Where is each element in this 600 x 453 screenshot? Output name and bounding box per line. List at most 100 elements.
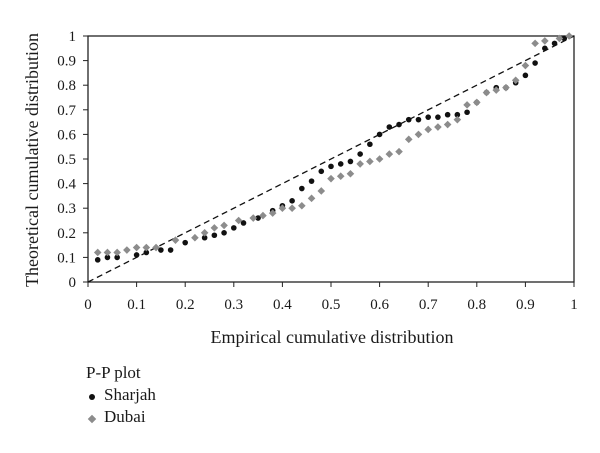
y-tick-label: 0.3: [57, 201, 76, 217]
point-sharjah: [308, 178, 315, 184]
point-dubai: [307, 194, 316, 203]
legend-item-sharjah: Sharjah: [86, 384, 156, 406]
point-sharjah: [240, 220, 247, 226]
point-dubai: [268, 209, 277, 217]
point-dubai: [113, 248, 121, 257]
point-dubai: [298, 201, 306, 210]
point-dubai: [541, 37, 549, 45]
point-sharjah: [551, 40, 558, 47]
point-dubai: [443, 120, 452, 129]
point-dubai: [502, 83, 510, 92]
legend-item-dubai: Dubai: [86, 406, 156, 428]
point-sharjah: [201, 234, 208, 241]
y-tick-label: 0: [69, 275, 77, 291]
x-tick-label: 0.8: [467, 297, 486, 313]
x-tick-label: 0.7: [419, 297, 438, 313]
point-sharjah: [104, 254, 111, 261]
point-dubai: [375, 155, 384, 163]
point-sharjah: [532, 60, 538, 66]
x-axis-title: Empirical cumulative distribution: [211, 327, 454, 347]
point-dubai: [336, 172, 345, 181]
point-dubai: [191, 233, 199, 242]
point-dubai: [200, 229, 209, 237]
point-dubai: [259, 211, 267, 220]
y-tick-label: 1: [69, 29, 77, 45]
point-sharjah: [357, 151, 363, 157]
point-dubai: [453, 115, 462, 124]
point-dubai: [463, 101, 471, 109]
point-sharjah: [182, 239, 188, 246]
point-sharjah: [328, 163, 334, 170]
x-tick-label: 1: [570, 297, 578, 313]
point-dubai: [123, 246, 131, 254]
point-dubai: [482, 88, 491, 97]
x-tick-label: 0.3: [224, 297, 243, 313]
point-dubai: [234, 216, 243, 225]
point-sharjah: [396, 121, 402, 128]
point-sharjah: [211, 232, 218, 239]
point-sharjah: [289, 198, 295, 204]
point-sharjah: [376, 131, 383, 138]
x-tick-label: 0.4: [273, 297, 292, 313]
point-sharjah: [94, 257, 101, 263]
point-sharjah: [347, 158, 354, 165]
point-dubai: [531, 39, 539, 48]
point-sharjah: [158, 247, 164, 253]
y-tick-label: 0.2: [57, 226, 76, 242]
point-dubai: [385, 150, 394, 158]
y-axis-title: Theoretical cumulative distribution: [22, 33, 42, 287]
circle-marker-icon: [86, 384, 98, 406]
point-dubai: [404, 135, 413, 144]
point-sharjah: [337, 161, 344, 167]
y-tick-label: 0.8: [57, 78, 76, 94]
point-dubai: [511, 76, 520, 85]
x-tick-label: 0.6: [370, 297, 389, 313]
y-tick-label: 0.5: [57, 152, 76, 168]
point-sharjah: [542, 45, 548, 52]
point-sharjah: [143, 249, 150, 256]
x-tick-label: 0: [84, 297, 92, 313]
y-tick-label: 0.9: [57, 54, 76, 70]
x-tick-label: 0.1: [127, 297, 146, 313]
legend-title: P-P plot: [86, 363, 141, 382]
point-sharjah: [444, 111, 451, 118]
point-dubai: [356, 160, 364, 168]
point-dubai: [249, 214, 258, 222]
legend-label-sharjah: Sharjah: [104, 385, 156, 404]
point-dubai: [278, 204, 287, 212]
point-dubai: [132, 243, 141, 252]
point-dubai: [434, 123, 442, 131]
point-sharjah: [299, 185, 305, 192]
point-dubai: [424, 125, 432, 134]
point-dubai: [555, 34, 564, 43]
point-sharjah: [367, 141, 373, 148]
point-sharjah: [231, 225, 237, 231]
point-dubai: [103, 248, 112, 257]
point-sharjah: [114, 254, 120, 261]
legend-label-dubai: Dubai: [104, 407, 146, 426]
x-tick-label: 0.9: [516, 297, 535, 313]
reference-line: [87, 35, 575, 283]
x-tick-label: 0.2: [176, 297, 195, 313]
point-dubai: [317, 187, 326, 195]
point-sharjah: [522, 72, 529, 79]
y-tick-label: 0.7: [57, 103, 76, 119]
point-sharjah: [425, 114, 432, 120]
y-tick-label: 0.4: [57, 177, 76, 193]
point-sharjah: [415, 116, 422, 123]
point-dubai: [366, 157, 374, 166]
point-sharjah: [167, 247, 174, 253]
y-tick-label: 0.6: [57, 127, 76, 143]
point-dubai: [288, 204, 296, 212]
x-tick-label: 0.5: [322, 297, 341, 313]
point-dubai: [492, 86, 501, 94]
point-dubai: [521, 61, 530, 70]
plot-area: 0 0.1 0.2 0.3 0.4 0.5 0.6 0.7 0.8 0.9 1 0 0.1 0.2 0.3 0…: [57, 29, 578, 313]
point-sharjah: [464, 109, 470, 116]
point-dubai: [93, 248, 102, 257]
point-dubai: [473, 98, 481, 107]
point-dubai: [210, 224, 219, 232]
point-dubai: [565, 32, 573, 40]
point-sharjah: [405, 116, 412, 123]
